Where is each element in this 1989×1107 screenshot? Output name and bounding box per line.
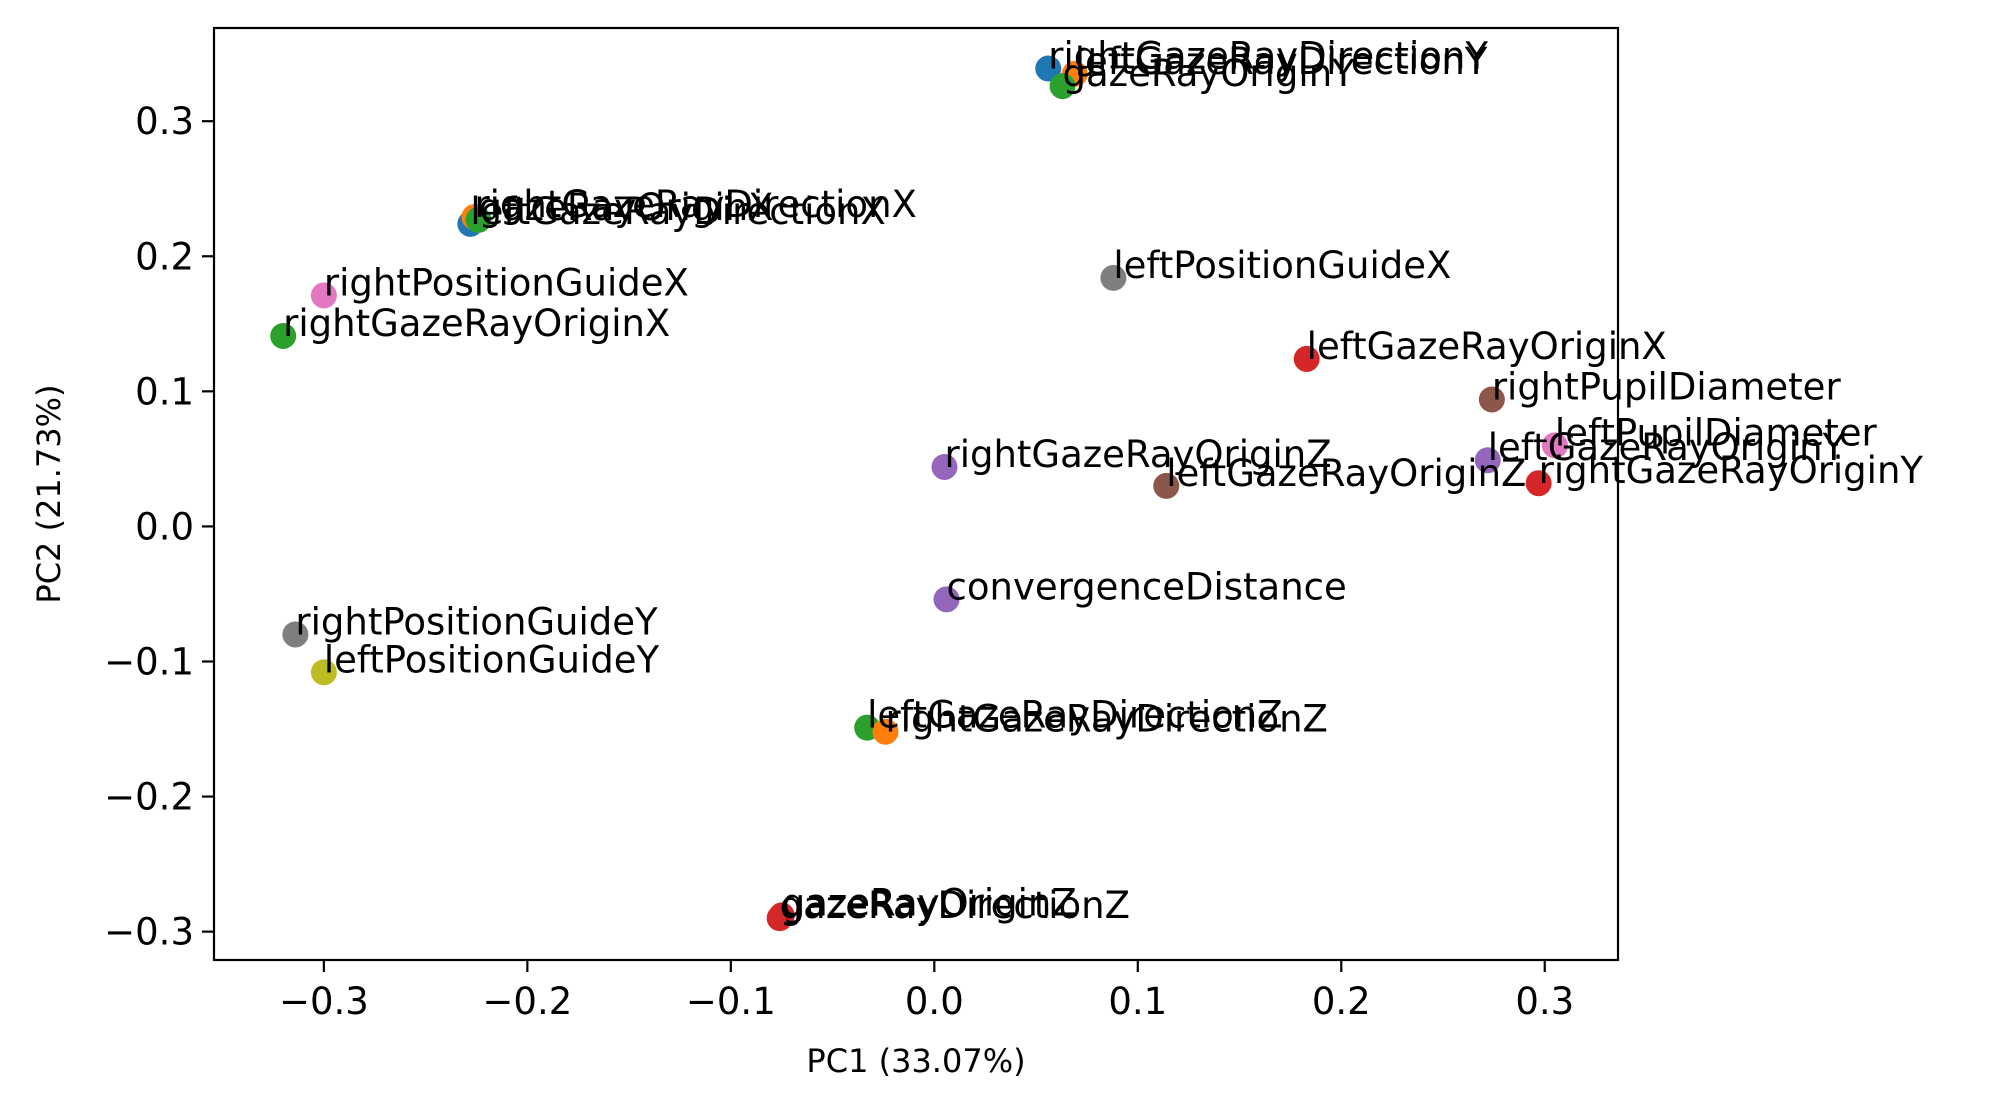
x-tick-label: −0.3: [279, 980, 369, 1023]
point-label: gazeRayOriginY: [1063, 52, 1356, 95]
x-tick-label: −0.2: [482, 980, 572, 1023]
y-tick-label: −0.1: [104, 640, 194, 683]
point-label: leftPositionGuideY: [324, 638, 660, 681]
point-label: rightGazeRayOriginZ: [944, 433, 1331, 476]
scatter-point: [310, 659, 337, 686]
x-tick-label: 0.2: [1312, 980, 1371, 1023]
scatter-point: [933, 586, 960, 613]
plot-frame: [212, 26, 1620, 962]
scatter-point: [1478, 386, 1505, 413]
point-label: leftGazeRayDirectionZ: [867, 694, 1282, 737]
point-label: leftPositionGuideX: [1113, 244, 1451, 287]
scatter-point: [1541, 432, 1568, 459]
y-tick-label: 0.3: [135, 100, 194, 143]
x-tick-label: 0.3: [1515, 980, 1574, 1023]
point-label: gazeRayOriginX: [479, 186, 774, 229]
scatter-point: [282, 621, 309, 648]
point-label: rightPositionGuideY: [295, 600, 658, 643]
scatter-point: [1293, 345, 1320, 372]
scatter-point: [768, 902, 795, 929]
point-label: rightGazeRayDirectionY: [1048, 35, 1488, 78]
scatter-point: [270, 322, 297, 349]
y-tick-label: −0.3: [104, 911, 194, 954]
point-label: gazeRayOriginZ: [782, 881, 1077, 924]
y-tick-label: −0.2: [104, 776, 194, 819]
point-label: rightGazeRayOriginX: [283, 302, 670, 345]
axis-ticks: −0.3 −0.2 −0.1 0.0 0.1 0.2 0.3 −0.3 −0.2 −0.1 0.0 0…: [104, 100, 1574, 1023]
point-label: leftGazeRayOriginY: [1488, 426, 1846, 469]
scatter-point: [872, 718, 899, 745]
scatter-point: [1153, 472, 1180, 499]
point-label: gazeRayDirectionZ: [780, 884, 1130, 927]
point-label: leftPupilDiameter: [1555, 411, 1878, 454]
y-tick-label: 0.1: [135, 370, 194, 413]
point-label: convergenceDistance: [947, 565, 1347, 608]
point-label: leftGazeRayOriginZ: [1166, 452, 1526, 495]
scatter-point: [1525, 470, 1552, 497]
point-label: rightPositionGuideX: [324, 261, 689, 304]
x-tick-label: −0.1: [686, 980, 776, 1023]
point-label: leftGazeRayDirectionX: [470, 190, 885, 233]
x-tick-label: 0.0: [905, 980, 964, 1023]
scatter-point: [465, 206, 492, 233]
point-label: rightGazeRayOriginY: [1539, 449, 1924, 492]
y-axis-label: PC2 (21.73%): [30, 384, 68, 603]
y-tick-label: 0.0: [135, 505, 194, 548]
scatter-point: [1100, 264, 1127, 291]
y-tick-label: 0.2: [135, 235, 194, 278]
point-label: leftGazeRayDirectionY: [1075, 40, 1488, 83]
point-labels: rightGazeRayDirectionYleftGazeRayDirecti…: [283, 35, 1923, 928]
point-label: rightPupilDiameter: [1492, 365, 1842, 408]
data-points: [270, 55, 1568, 932]
scatter-point: [1049, 73, 1076, 100]
point-label: rightGazeRayDirectionZ: [885, 698, 1327, 741]
x-tick-label: 0.1: [1108, 980, 1167, 1023]
scatter-point: [1035, 55, 1062, 82]
point-label: leftGazeRayOriginX: [1307, 325, 1667, 368]
point-label: rightGazeRayDirectionX: [474, 183, 916, 226]
scatter-point: [310, 282, 337, 309]
scatter-point: [1474, 447, 1501, 474]
scatter-point: [931, 453, 958, 480]
x-axis-label: PC1 (33.07%): [806, 1042, 1025, 1080]
